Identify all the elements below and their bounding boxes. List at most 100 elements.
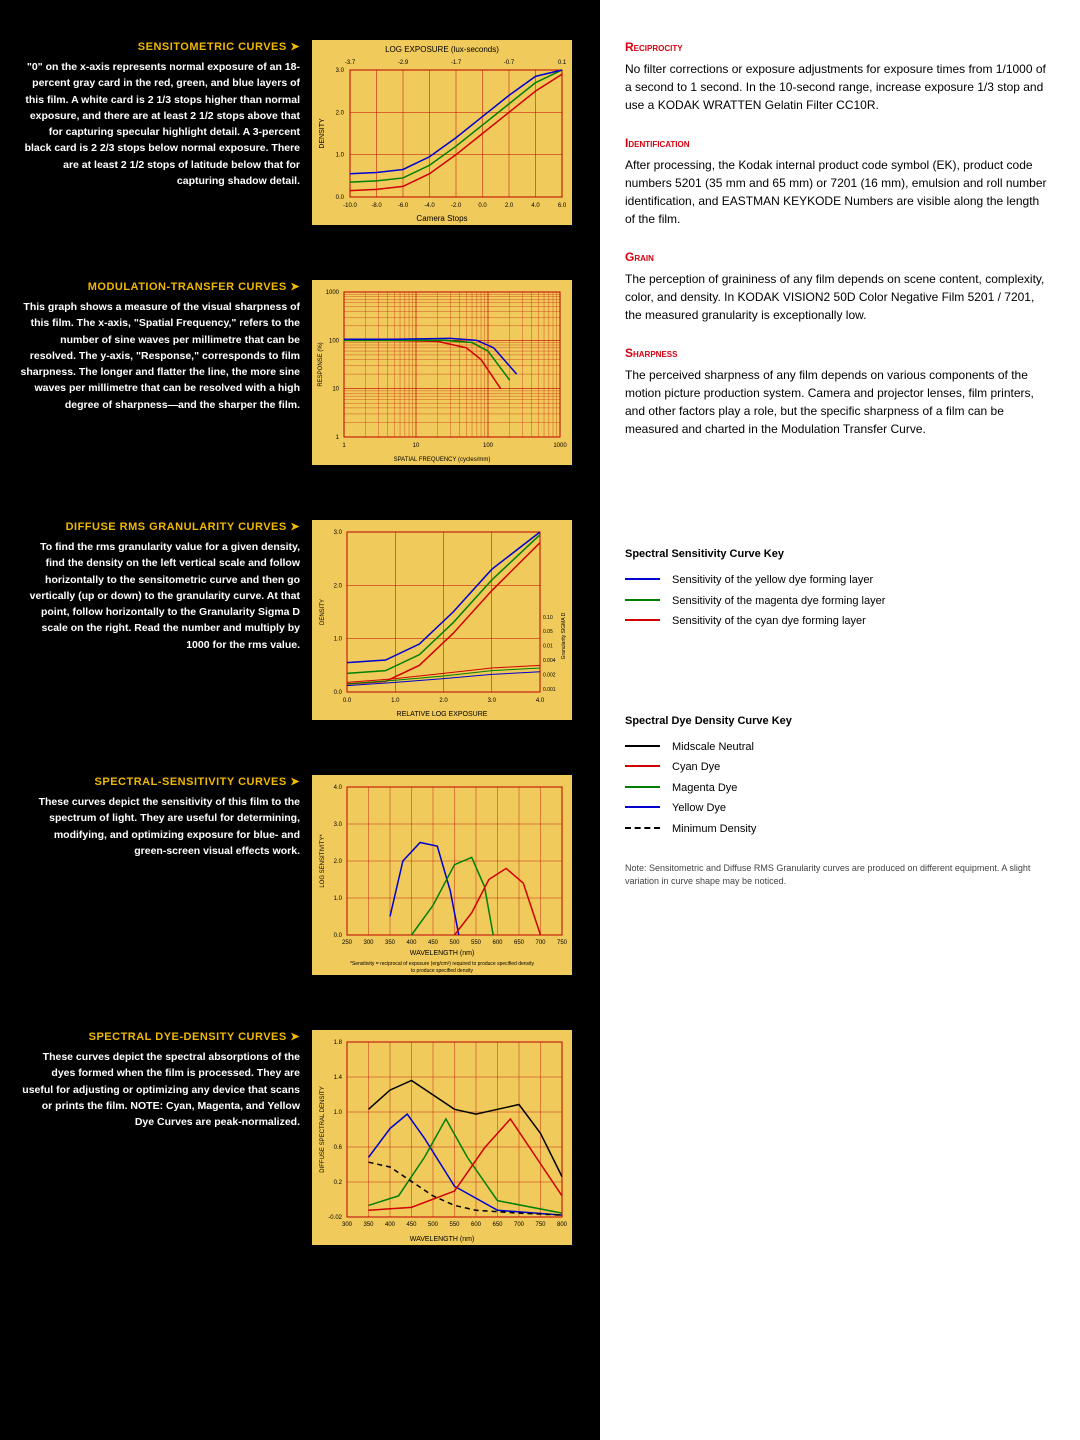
svg-text:1.0: 1.0 <box>334 1110 343 1116</box>
footnote: Note: Sensitometric and Diffuse RMS Gran… <box>625 862 1050 887</box>
right-panel: Reciprocity No filter corrections or exp… <box>600 0 1080 1440</box>
svg-text:Camera Stops: Camera Stops <box>416 214 467 223</box>
svg-text:750: 750 <box>535 1222 546 1228</box>
svg-text:500: 500 <box>449 940 460 946</box>
svg-text:Granularity SIGMA D: Granularity SIGMA D <box>561 612 567 659</box>
svg-text:2.0: 2.0 <box>334 583 343 589</box>
svg-text:-1.7: -1.7 <box>451 60 462 66</box>
dye-key-title: Spectral Dye Density Curve Key <box>625 715 1050 727</box>
key-line-icon <box>625 806 660 808</box>
spectral-sens-body: These curves depict the sensitivity of t… <box>20 794 300 859</box>
svg-text:RELATIVE LOG EXPOSURE: RELATIVE LOG EXPOSURE <box>397 711 488 718</box>
svg-text:550: 550 <box>471 940 482 946</box>
key-row: Minimum Density <box>625 821 1050 838</box>
svg-text:0.0: 0.0 <box>478 203 487 209</box>
svg-text:300: 300 <box>363 940 374 946</box>
svg-text:DENSITY: DENSITY <box>320 599 326 625</box>
key-label: Cyan Dye <box>672 759 720 776</box>
svg-text:1.0: 1.0 <box>391 698 400 704</box>
key-label: Sensitivity of the magenta dye forming l… <box>672 593 885 610</box>
spectral-dye-section: Spectral Dye-Density Curves ➤ These curv… <box>20 1030 585 1245</box>
svg-text:300: 300 <box>342 1222 353 1228</box>
svg-text:1000: 1000 <box>326 290 340 296</box>
sensitometric-body: "0" on the x-axis represents normal expo… <box>20 59 300 189</box>
svg-text:0.1: 0.1 <box>558 60 567 66</box>
sens-key-section: Spectral Sensitivity Curve Key Sensitivi… <box>625 548 1050 630</box>
svg-text:400: 400 <box>385 1222 396 1228</box>
key-label: Sensitivity of the cyan dye forming laye… <box>672 613 866 630</box>
svg-text:600: 600 <box>492 940 503 946</box>
svg-text:3.0: 3.0 <box>334 530 343 536</box>
identification-title: Identification <box>625 136 1050 150</box>
key-label: Magenta Dye <box>672 780 737 797</box>
svg-text:1: 1 <box>342 443 346 449</box>
grain-title: Grain <box>625 250 1050 264</box>
spectral-dye-chart: 300350400450500550600650700750800-0.020.… <box>312 1030 572 1245</box>
key-label: Yellow Dye <box>672 800 726 817</box>
key-row: Sensitivity of the magenta dye forming l… <box>625 593 1050 610</box>
svg-text:4.0: 4.0 <box>531 203 540 209</box>
key-line-icon <box>625 578 660 580</box>
grain-body: The perception of graininess of any film… <box>625 270 1050 324</box>
svg-text:800: 800 <box>557 1222 568 1228</box>
svg-text:3.0: 3.0 <box>336 68 345 74</box>
spectral-sens-section: Spectral-Sensitivity Curves ➤ These curv… <box>20 775 585 975</box>
rms-section: Diffuse RMS Granularity Curves ➤ To find… <box>20 520 585 720</box>
svg-text:WAVELENGTH (nm): WAVELENGTH (nm) <box>410 1236 475 1243</box>
svg-text:0.004: 0.004 <box>543 658 556 664</box>
svg-text:550: 550 <box>449 1222 460 1228</box>
key-row: Sensitivity of the cyan dye forming laye… <box>625 613 1050 630</box>
svg-text:-8.0: -8.0 <box>371 203 382 209</box>
reciprocity-body: No filter corrections or exposure adjust… <box>625 60 1050 114</box>
svg-text:3.0: 3.0 <box>488 698 497 704</box>
key-line-icon <box>625 745 660 747</box>
svg-text:350: 350 <box>363 1222 374 1228</box>
identification-body: After processing, the Kodak internal pro… <box>625 156 1050 228</box>
svg-text:-2.9: -2.9 <box>398 60 409 66</box>
svg-text:10: 10 <box>413 443 420 449</box>
svg-text:1000: 1000 <box>553 443 567 449</box>
sensitometric-title: Sensitometric Curves ➤ <box>20 40 300 53</box>
svg-text:400: 400 <box>406 940 417 946</box>
svg-text:0.0: 0.0 <box>334 690 343 696</box>
svg-text:2.0: 2.0 <box>439 698 448 704</box>
grain-section: Grain The perception of graininess of an… <box>625 250 1050 324</box>
rms-title: Diffuse RMS Granularity Curves ➤ <box>20 520 300 533</box>
svg-text:-10.0: -10.0 <box>343 203 357 209</box>
left-panel: Sensitometric Curves ➤ "0" on the x-axis… <box>0 0 600 1440</box>
key-line-icon <box>625 765 660 767</box>
svg-text:2.0: 2.0 <box>505 203 514 209</box>
svg-text:*Sensitivity = reciprocal of e: *Sensitivity = reciprocal of exposure (e… <box>350 961 535 967</box>
mtf-title: Modulation-Transfer Curves ➤ <box>20 280 300 293</box>
svg-text:1.0: 1.0 <box>334 896 343 902</box>
spectral-sens-chart: 2503003504004505005506006507007500.01.02… <box>312 775 572 975</box>
svg-text:4.0: 4.0 <box>334 785 343 791</box>
key-label: Midscale Neutral <box>672 739 754 756</box>
svg-text:0.6: 0.6 <box>334 1145 343 1151</box>
svg-text:WAVELENGTH (nm): WAVELENGTH (nm) <box>410 950 475 957</box>
key-row: Midscale Neutral <box>625 739 1050 756</box>
svg-text:2.0: 2.0 <box>334 859 343 865</box>
svg-text:250: 250 <box>342 940 353 946</box>
svg-text:0.002: 0.002 <box>543 672 556 678</box>
key-line-icon <box>625 827 660 829</box>
svg-text:-0.7: -0.7 <box>504 60 515 66</box>
svg-text:350: 350 <box>385 940 396 946</box>
key-row: Magenta Dye <box>625 780 1050 797</box>
svg-text:4.0: 4.0 <box>536 698 545 704</box>
spectral-dye-title: Spectral Dye-Density Curves ➤ <box>20 1030 300 1043</box>
svg-text:0.2: 0.2 <box>334 1180 343 1186</box>
sharpness-body: The perceived sharpness of any film depe… <box>625 366 1050 438</box>
sharpness-section: Sharpness The perceived sharpness of any… <box>625 346 1050 438</box>
svg-text:0.0: 0.0 <box>336 195 345 201</box>
sensitometric-section: Sensitometric Curves ➤ "0" on the x-axis… <box>20 40 585 225</box>
svg-text:2.0: 2.0 <box>336 110 345 116</box>
svg-text:-4.0: -4.0 <box>424 203 435 209</box>
sens-key-title: Spectral Sensitivity Curve Key <box>625 548 1050 560</box>
reciprocity-section: Reciprocity No filter corrections or exp… <box>625 40 1050 114</box>
svg-text:650: 650 <box>514 940 525 946</box>
svg-text:RESPONSE (%): RESPONSE (%) <box>318 342 324 386</box>
svg-text:to produce specified density: to produce specified density <box>411 968 473 974</box>
svg-text:650: 650 <box>492 1222 503 1228</box>
mtf-section: Modulation-Transfer Curves ➤ This graph … <box>20 280 585 465</box>
